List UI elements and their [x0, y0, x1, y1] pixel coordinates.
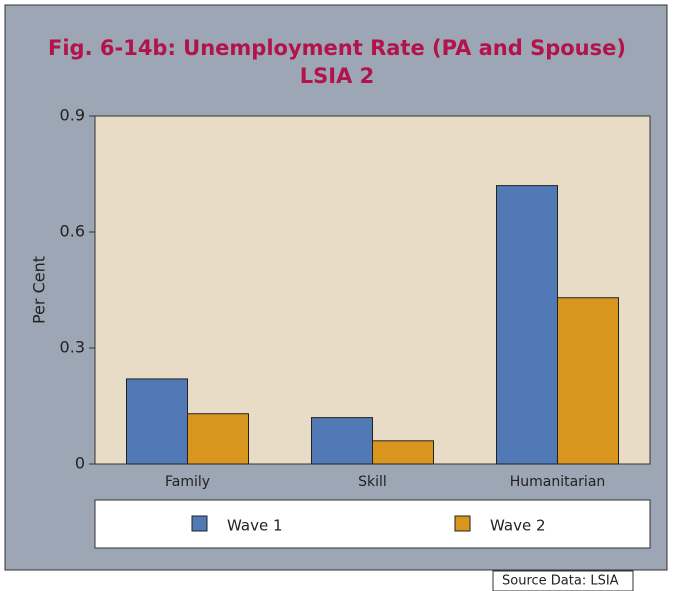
source: Source Data: LSIA — [502, 574, 619, 589]
y-tick-label: 0.9 — [60, 106, 85, 125]
x-tick-label: Humanitarian — [510, 474, 606, 490]
legend-label: Wave 2 — [490, 517, 545, 535]
x-tick-label: Skill — [358, 474, 387, 490]
y-axis-label: Per Cent — [30, 256, 49, 324]
bar — [372, 440, 434, 465]
source-box — [492, 570, 634, 591]
bar — [311, 417, 373, 465]
chart-title: LSIA 2 — [300, 64, 375, 88]
y-tick-label: 0.6 — [60, 222, 85, 241]
bar — [126, 378, 188, 465]
legend-swatch — [454, 515, 471, 532]
chart-title: Fig. 6-14b: Unemployment Rate (PA and Sp… — [48, 36, 626, 60]
x-tick-label: Family — [165, 474, 210, 490]
y-tick-label: 0 — [75, 454, 85, 473]
bar — [557, 297, 619, 465]
legend-swatch — [191, 515, 208, 532]
legend — [94, 499, 651, 549]
bar — [496, 185, 558, 465]
y-tick-label: 0.3 — [60, 338, 85, 357]
legend-label: Wave 1 — [227, 517, 282, 535]
bar — [187, 413, 249, 465]
